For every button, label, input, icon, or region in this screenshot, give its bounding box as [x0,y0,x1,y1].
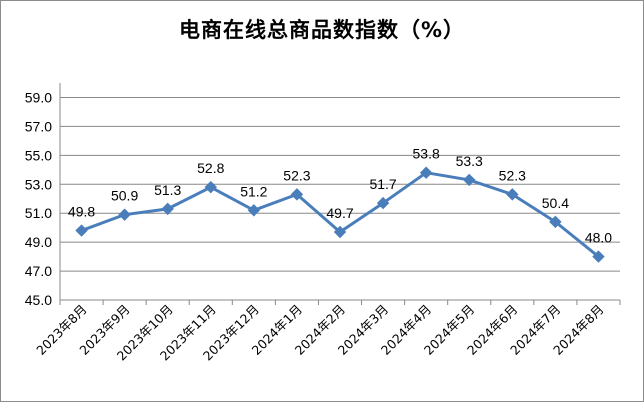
data-label: 52.8 [197,160,224,176]
data-point [549,215,562,229]
data-label: 48.0 [585,230,612,246]
y-tick-label: 53.0 [25,176,52,192]
data-point [247,204,261,217]
y-tick-label: 51.0 [25,205,52,221]
data-label: 51.7 [369,176,396,192]
data-label: 49.8 [68,204,95,220]
data-label: 50.9 [111,188,138,204]
data-label: 52.3 [499,167,526,183]
data-label: 50.4 [542,195,569,211]
data-label: 52.3 [283,167,310,183]
data-point [463,173,476,187]
data-point [592,250,605,263]
data-point [161,202,174,216]
data-point [204,180,217,194]
data-point [419,166,433,179]
data-point [290,188,304,201]
y-tick-label: 59.0 [25,89,52,105]
data-label: 51.3 [154,182,181,198]
y-tick-label: 47.0 [25,263,52,279]
data-label: 49.7 [326,205,353,221]
y-tick-label: 45.0 [25,292,52,308]
data-point [333,225,347,239]
data-point [376,196,390,210]
data-label: 53.8 [413,146,440,162]
chart-title: 电商在线总商品数指数（%） [178,18,466,42]
data-point [118,208,131,221]
y-tick-label: 55.0 [25,147,52,163]
data-label: 51.2 [240,183,267,199]
y-tick-label: 49.0 [25,234,52,250]
y-tick-label: 57.0 [25,118,52,134]
data-label: 53.3 [456,153,483,169]
data-point [75,224,88,237]
data-point [506,188,519,201]
